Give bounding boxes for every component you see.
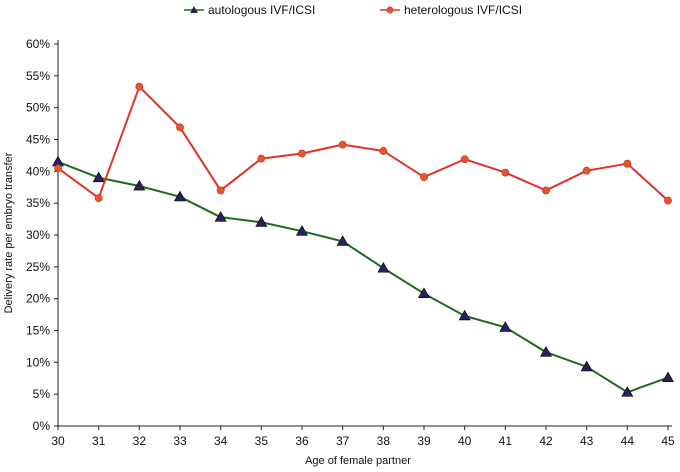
x-tick-label: 35 bbox=[255, 434, 269, 448]
data-point bbox=[377, 262, 390, 273]
data-point bbox=[420, 173, 428, 181]
y-tick-label: 15% bbox=[26, 324, 50, 338]
x-tick-label: 45 bbox=[661, 434, 675, 448]
x-tick-label: 44 bbox=[621, 434, 635, 448]
x-tick-label: 34 bbox=[214, 434, 228, 448]
data-point bbox=[664, 196, 672, 205]
legend-label: autologous IVF/ICSI bbox=[208, 3, 315, 17]
legend-label: heterologous IVF/ICSI bbox=[404, 3, 522, 17]
x-tick-label: 32 bbox=[133, 434, 147, 448]
x-axis-title: Age of female partner bbox=[305, 455, 411, 467]
y-tick-label: 5% bbox=[33, 387, 51, 401]
series-heterologous bbox=[54, 82, 672, 205]
data-point bbox=[135, 82, 144, 91]
x-tick-label: 33 bbox=[173, 434, 187, 448]
y-tick-label: 10% bbox=[26, 355, 50, 369]
x-tick-label: 38 bbox=[377, 434, 391, 448]
data-point bbox=[214, 211, 227, 222]
series-line bbox=[57, 85, 669, 202]
y-tick-label: 45% bbox=[26, 133, 50, 147]
data-point bbox=[298, 149, 306, 158]
data-point bbox=[458, 309, 471, 321]
y-tick-label: 50% bbox=[26, 101, 50, 115]
x-tick-label: 43 bbox=[580, 434, 594, 448]
y-tick-label: 25% bbox=[26, 260, 50, 274]
data-point bbox=[499, 321, 512, 332]
y-axis-title: Delivery rate per embryo transfer bbox=[3, 152, 15, 313]
legend-item: autologous IVF/ICSI bbox=[184, 3, 315, 17]
series-autologous bbox=[51, 155, 675, 397]
data-point bbox=[621, 386, 634, 397]
y-tick-label: 0% bbox=[33, 419, 51, 433]
x-tick-label: 37 bbox=[336, 434, 350, 448]
x-tick-label: 42 bbox=[539, 434, 553, 448]
x-tick-label: 36 bbox=[295, 434, 309, 448]
data-point bbox=[623, 159, 632, 168]
y-tick-label: 30% bbox=[26, 228, 50, 242]
data-point bbox=[501, 168, 510, 177]
y-tick-label: 55% bbox=[26, 69, 50, 83]
data-point bbox=[173, 190, 187, 202]
legend-item: heterologous IVF/ICSI bbox=[380, 3, 522, 17]
x-tick-label: 41 bbox=[499, 434, 513, 448]
x-tick-label: 31 bbox=[92, 434, 106, 448]
data-point bbox=[133, 179, 146, 191]
data-point bbox=[92, 171, 105, 183]
x-tick-label: 39 bbox=[417, 434, 431, 448]
legend: autologous IVF/ICSI heterologous IVF/ICSI bbox=[184, 3, 522, 17]
data-point bbox=[216, 186, 225, 195]
x-tick-label: 30 bbox=[51, 434, 65, 448]
series-line bbox=[57, 160, 669, 394]
data-point bbox=[417, 287, 431, 298]
axes: 0% 5% 10% 15% 20% 25% 30% 35% 40% 45% 50% 55% 60% 30 3… bbox=[26, 37, 675, 448]
y-tick-label: 35% bbox=[26, 196, 50, 210]
data-point bbox=[336, 235, 349, 246]
legend-marker bbox=[190, 6, 198, 14]
data-point bbox=[257, 154, 266, 163]
x-tick-label: 40 bbox=[458, 434, 472, 448]
data-point bbox=[94, 194, 103, 202]
y-tick-label: 60% bbox=[26, 37, 50, 51]
data-point bbox=[460, 155, 469, 164]
data-point bbox=[580, 360, 593, 372]
series-layer bbox=[51, 82, 675, 397]
data-point bbox=[661, 371, 675, 383]
data-point bbox=[539, 346, 553, 357]
y-tick-label: 20% bbox=[26, 292, 50, 306]
data-point bbox=[582, 166, 591, 175]
data-point bbox=[176, 123, 184, 132]
data-point bbox=[54, 164, 62, 173]
data-point bbox=[295, 225, 309, 236]
legend-marker bbox=[386, 6, 394, 14]
data-point bbox=[338, 140, 347, 149]
data-point bbox=[255, 216, 268, 227]
data-point bbox=[542, 186, 550, 195]
data-point bbox=[379, 147, 388, 155]
y-tick-label: 40% bbox=[26, 164, 50, 178]
